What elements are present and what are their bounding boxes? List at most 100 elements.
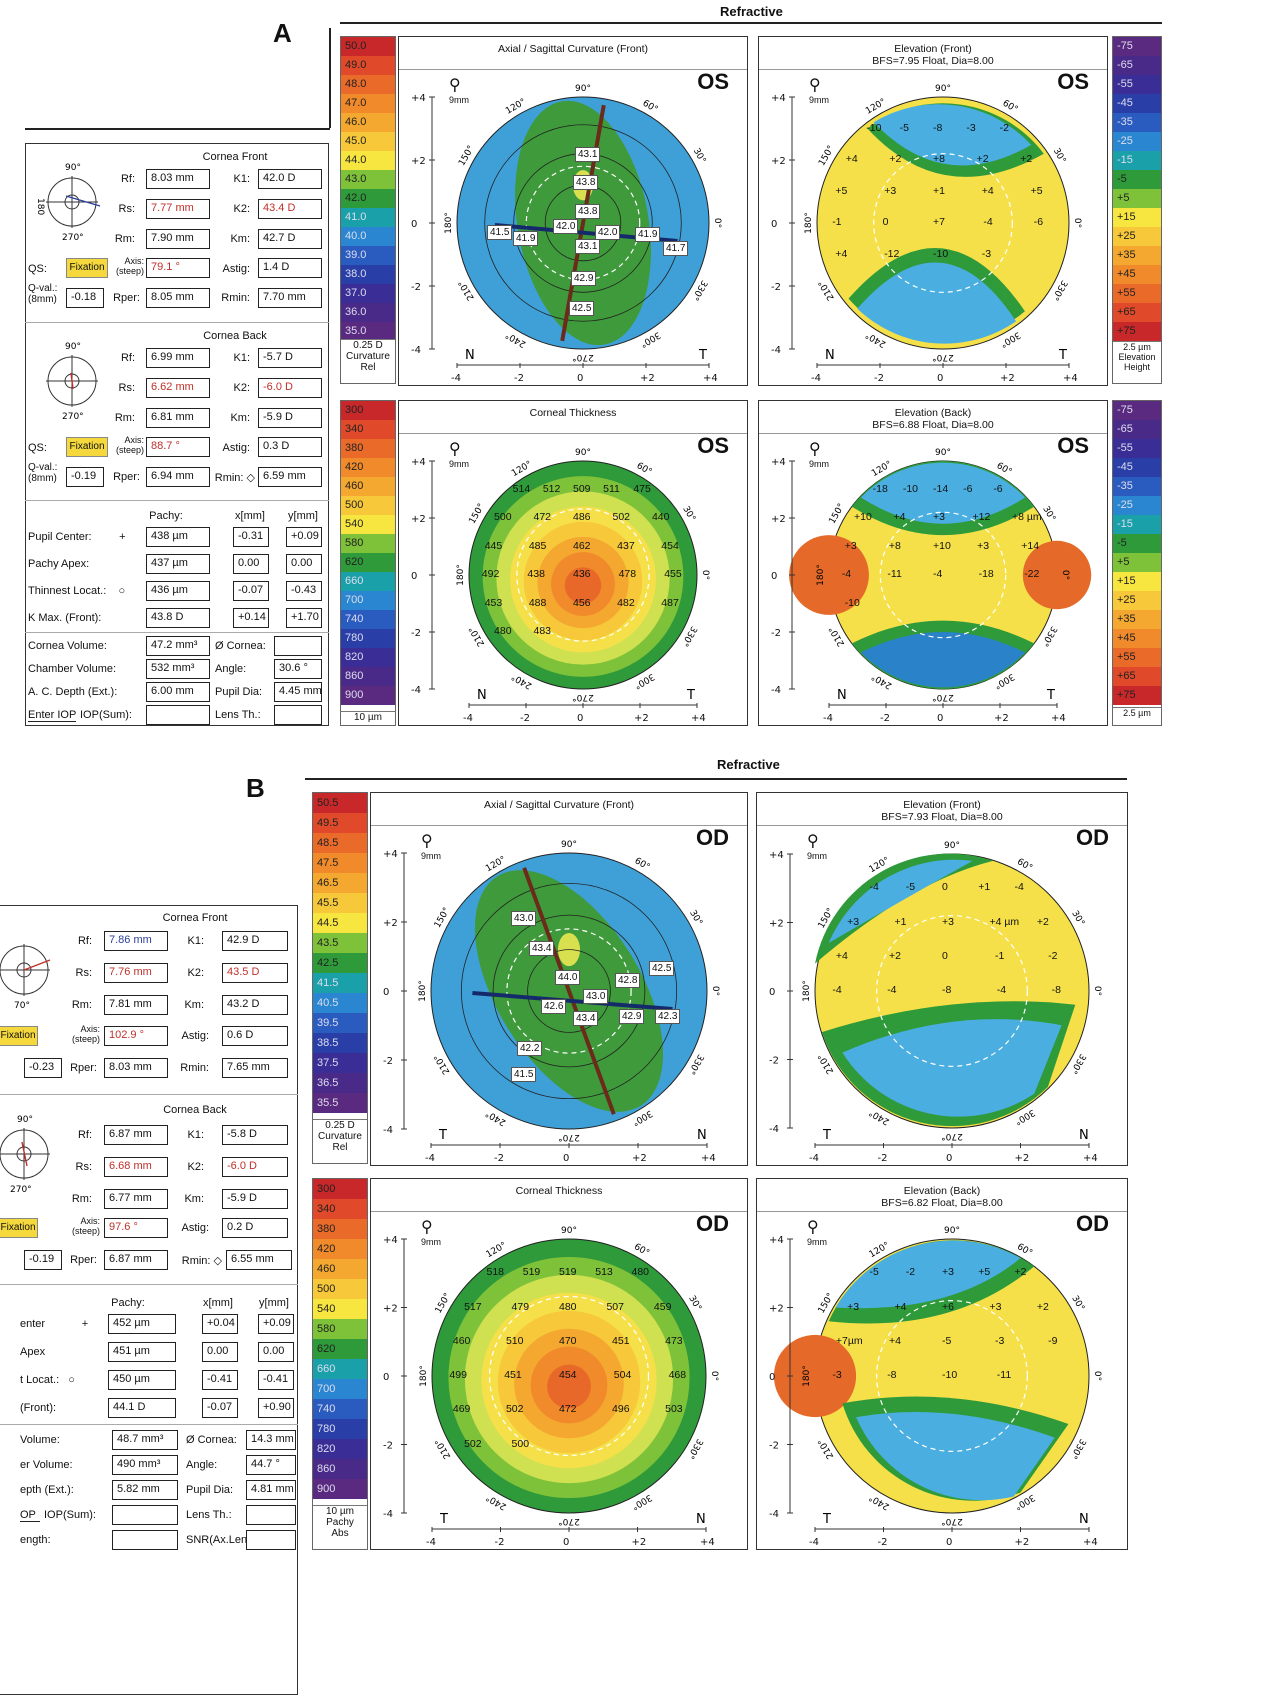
astig-label: Astig: [222, 263, 250, 275]
back-axis-label: Axis: (steep) [71, 1216, 100, 1236]
scale-cell: 580 [313, 1319, 367, 1339]
scale-cell: +25 [1113, 591, 1161, 610]
svg-text:70°: 70° [14, 1001, 30, 1010]
map-value: -10 [902, 482, 919, 495]
y-tick: +4 [411, 457, 426, 468]
divider-a3 [25, 632, 329, 633]
map-value: 453 [484, 596, 503, 609]
zoom-icon[interactable]: ⚲ 9mm [807, 833, 827, 861]
zoom-icon[interactable]: ⚲ 9mm [421, 833, 441, 861]
zoom-icon[interactable]: ⚲ 9mm [449, 441, 469, 469]
pupil-y: +0.09 [286, 527, 322, 547]
back-fixation-badge: Fixation [66, 437, 108, 457]
back-rmin-label: Rmin: ◇ [214, 472, 255, 484]
eye-label: OS [1057, 69, 1089, 94]
cornea-diameter-value: 14.3 mm [246, 1430, 296, 1450]
zoom-icon[interactable]: ⚲ 9mm [449, 77, 469, 105]
y-tick: -2 [411, 282, 421, 293]
map-value: 43.0 [583, 989, 609, 1004]
map-value: +4 [893, 511, 906, 523]
map-value: 43.8 [573, 175, 599, 191]
scale-mode: Abs [331, 1528, 349, 1539]
pupil-dia-value: 4.81 mm [246, 1480, 296, 1500]
x-tick: +4 [691, 713, 706, 724]
map-value: +2 [888, 949, 901, 962]
scale-step: 2.5 µm [1123, 708, 1151, 718]
back-rper-value: 6.87 mm [104, 1250, 168, 1270]
cornea-back-title-a: Cornea Back [203, 330, 267, 342]
divider-b2 [0, 1284, 298, 1285]
map-value: 479 [511, 1300, 530, 1313]
enter-iop-button[interactable]: OP [20, 1509, 40, 1522]
x-header: x[mm] [203, 1297, 233, 1309]
map-value: 43.1 [575, 147, 601, 163]
map-value: -10 [942, 1369, 958, 1381]
zoom-icon[interactable]: ⚲ 9mm [809, 77, 829, 105]
map-value: 517 [464, 1300, 482, 1313]
thickness-scale-a: 300 340 380 420 460 500 540 580 620 660 700 740 780 8… [340, 400, 396, 726]
back-rmin-label: Rmin: ◇ [181, 1255, 222, 1267]
map-value: 470 [559, 1334, 577, 1347]
degree-label: 90° [575, 84, 591, 94]
map-value: 504 [613, 1369, 632, 1381]
scale-step: 2.5 µm [1123, 342, 1151, 352]
left-orientation: T [439, 1512, 448, 1527]
x-tick: +4 [701, 1153, 716, 1164]
scale-cell: -5 [1113, 534, 1161, 553]
eye-label: OS [697, 433, 729, 458]
degree-label: 90° [561, 1226, 577, 1236]
pachy-apex-label: Apex [20, 1346, 46, 1358]
y-tick: 0 [411, 219, 417, 230]
qs-label: QS: [28, 263, 47, 275]
map-value: 503 [665, 1403, 683, 1416]
map-value: 0 [942, 881, 948, 894]
x-tick: -4 [463, 713, 473, 724]
thickness-scale-foot: 10 µm [341, 711, 395, 723]
back-astig-value: 0.3 D [258, 437, 322, 457]
scale-cell: +55 [1113, 284, 1161, 303]
cornea-front-title-b: Cornea Front [162, 912, 228, 924]
x-tick: +4 [703, 373, 718, 384]
map-value: -2 [999, 121, 1010, 134]
back-k1-label: K1: [187, 1129, 204, 1141]
scale-cell: 460 [313, 1259, 367, 1279]
thinnest-pachy: 450 µm [108, 1370, 176, 1390]
fixation-badge: Fixation [66, 258, 108, 278]
map-value: 459 [653, 1300, 672, 1313]
zoom-icon[interactable]: ⚲ 9mm [421, 1219, 441, 1247]
map-value: 488 [528, 596, 547, 609]
map-value: 451 [612, 1334, 630, 1347]
x-tick: -2 [880, 713, 890, 724]
back-k1-value: -5.8 D [222, 1125, 288, 1145]
map-value: +8 µm [1011, 511, 1042, 523]
back-rmin-value: 6.59 mm [258, 467, 322, 487]
thickness-band [564, 567, 602, 604]
elevation-front-panel-b: Elevation (Front) BFS=7.93 Float, Dia=8.0… [756, 792, 1128, 1166]
back-rs-label: Rs: [75, 1161, 93, 1173]
map-value: 42.9 [619, 1009, 645, 1024]
svg-text:90°: 90° [17, 1115, 33, 1125]
scale-cell: 860 [341, 667, 395, 686]
scale-cell: 49.0 [341, 56, 395, 75]
map-value: 512 [542, 482, 561, 495]
map-value: +2 [976, 153, 989, 165]
apex-y: 0.00 [286, 554, 322, 574]
x-tick: +4 [1083, 1537, 1098, 1548]
map-value: 42.0 [595, 225, 621, 240]
zoom-icon[interactable]: ⚲ 9mm [807, 1219, 827, 1247]
map-canvas: +4+20-2-4-4 -2 0 +2 +4N T90°60°30°0°330°300°2… [771, 448, 1092, 724]
back-km-label: Km: [184, 1193, 204, 1205]
pupil-center-label: enter + [20, 1318, 89, 1330]
y-tick: -4 [769, 1509, 779, 1520]
length-value [112, 1530, 178, 1550]
x-tick: -2 [514, 373, 524, 384]
map-value: 499 [449, 1369, 467, 1381]
scale-cell: 41.0 [341, 208, 395, 227]
scale-cell: +75 [1113, 322, 1161, 341]
cornea-volume-label: Cornea Volume: [28, 640, 107, 652]
k2-value: 43.5 D [222, 963, 288, 983]
zoom-icon[interactable]: ⚲ 9mm [809, 441, 829, 469]
scale-cell: 820 [313, 1439, 367, 1459]
enter-iop-button[interactable]: Enter IOP [28, 709, 77, 722]
x-tick: -4 [809, 1153, 819, 1164]
